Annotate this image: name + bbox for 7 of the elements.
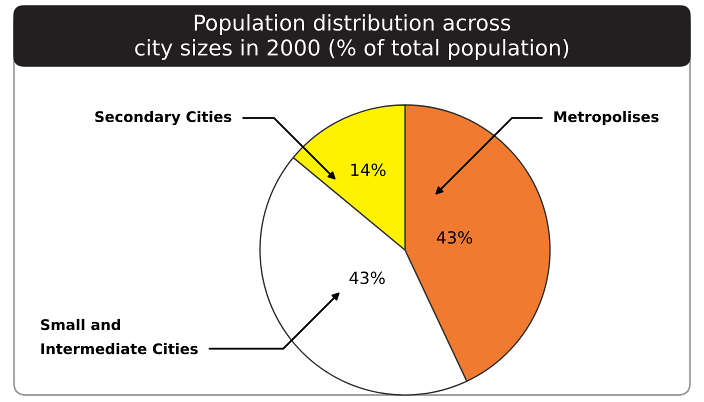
slice-label: Secondary Cities	[95, 110, 232, 126]
chart-title: Population distribution across city sizes in 2000 (% of total population)	[135, 14, 568, 60]
data-label: 43%	[436, 231, 472, 244]
slice-label: Small and Intermediate Cities	[41, 318, 198, 354]
data-label: 14%	[351, 164, 386, 176]
data-label: 43%	[349, 272, 385, 284]
slice-label: Metropolises	[554, 110, 659, 126]
